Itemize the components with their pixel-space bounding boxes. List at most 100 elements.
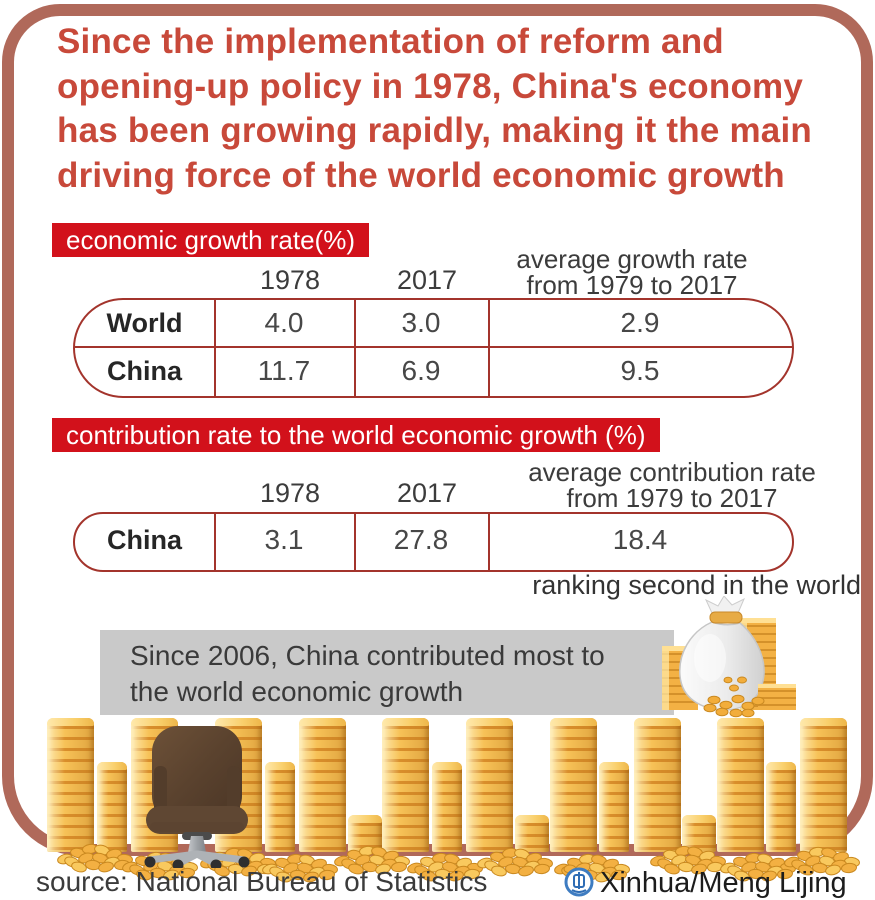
bag-small-coin-stack <box>758 684 796 710</box>
coin-stack <box>299 718 346 852</box>
scattered-coin <box>761 870 777 882</box>
table-divider <box>214 514 216 570</box>
office-chair-illustration <box>144 726 250 868</box>
scattered-coin <box>664 863 680 875</box>
coin-stack <box>466 718 513 852</box>
scattered-coin <box>71 861 87 873</box>
table-divider <box>488 514 490 570</box>
coin-stack <box>47 718 94 852</box>
scattered-coin <box>491 865 507 877</box>
world-2017-value: 3.0 <box>401 307 441 338</box>
row-label-china: China <box>106 525 182 555</box>
scattered-coin <box>179 867 195 879</box>
world-1978-value: 4.0 <box>264 307 304 338</box>
china-1978-value: 11.7 <box>257 355 311 386</box>
xinhua-logo-icon <box>563 864 594 897</box>
coin-stack <box>432 762 462 852</box>
table-divider <box>75 346 792 348</box>
scattered-coin <box>391 861 407 873</box>
bag-tie <box>709 611 743 624</box>
callout-line: the world economic growth <box>130 676 464 707</box>
growth-col-average: average growth rate from 1979 to 2017 <box>482 246 782 298</box>
scattered-coin <box>534 863 550 875</box>
scattered-coins-layer <box>57 843 860 883</box>
money-bag-icon <box>662 596 796 718</box>
chair-arm-right <box>227 766 240 818</box>
table-divider <box>354 300 356 396</box>
growth-table: World 4.0 3.0 2.9 China 11.7 6.9 9.5 <box>73 298 794 398</box>
scattered-coin <box>303 871 319 883</box>
scattered-coin <box>214 865 230 877</box>
china-avg-value: 9.5 <box>620 355 660 386</box>
row-label-china: China <box>106 356 182 386</box>
scattered-coin <box>136 869 152 881</box>
china-2017-value: 6.9 <box>401 355 441 386</box>
scattered-coin <box>375 863 391 875</box>
coin-stack <box>550 718 597 852</box>
scattered-coin <box>691 863 707 875</box>
growth-col-2017: 2017 <box>396 265 458 295</box>
contribution-col-average: average contribution rate from 1979 to 2… <box>502 459 842 511</box>
bag-scattered-coins <box>703 676 765 718</box>
headline-line: opening-up policy in 1978, China's econo… <box>57 66 804 106</box>
scattered-coin <box>798 864 814 876</box>
coin-stack <box>717 718 764 852</box>
chair-casters <box>144 856 250 868</box>
china-contrib-2017-value: 27.8 <box>393 524 449 555</box>
china-contrib-1978-value: 3.1 <box>264 524 304 555</box>
scattered-coin <box>825 864 841 876</box>
scattered-coin <box>595 871 611 883</box>
source-text: source: National Bureau of Statistics <box>36 866 488 897</box>
scattered-coin <box>319 869 335 881</box>
scattered-coin <box>276 871 292 883</box>
chair-seat <box>146 806 248 834</box>
scattered-coin <box>734 870 750 882</box>
coin-stack <box>800 718 847 852</box>
callout-line: Since 2006, China contributed most to <box>130 640 605 671</box>
scattered-coin <box>611 869 627 881</box>
scattered-coin <box>421 870 437 882</box>
contribution-col-2017: 2017 <box>396 478 458 508</box>
avg-header-line: average growth rate <box>516 244 748 274</box>
avg-header-line: average contribution rate <box>528 457 816 487</box>
avg-header-line: from 1979 to 2017 <box>526 270 738 300</box>
growth-col-1978: 1978 <box>259 265 321 295</box>
chair-back <box>152 726 242 822</box>
scattered-coin <box>518 865 534 877</box>
ranking-note: ranking second in the world <box>532 570 861 600</box>
headline: Since the implementation of reform and o… <box>57 20 857 198</box>
callout-box: Since 2006, China contributed most to th… <box>100 630 674 715</box>
avg-header-line: from 1979 to 2017 <box>566 483 778 513</box>
headline-line: has been growing rapidly, making it the … <box>57 111 812 150</box>
scattered-coin <box>448 870 464 882</box>
chair-arm-left <box>154 766 167 818</box>
coin-stack <box>348 815 382 852</box>
coin-stack <box>97 762 127 852</box>
scattered-coin <box>464 868 480 880</box>
table-divider <box>214 300 216 396</box>
bag-crumple-top <box>704 596 745 614</box>
contribution-section-label: contribution rate to the world economic … <box>52 418 660 452</box>
scattered-coin <box>241 865 257 877</box>
chair-legs <box>146 850 248 868</box>
headline-line: Since the implementation of reform and <box>57 22 724 61</box>
scattered-coin <box>777 868 793 880</box>
coin-stack <box>634 718 681 852</box>
scattered-coin <box>98 861 114 873</box>
coin-stack <box>515 815 549 852</box>
world-avg-value: 2.9 <box>620 307 660 338</box>
scattered-coin <box>841 862 857 874</box>
bag-highlight <box>694 634 726 682</box>
table-divider <box>354 514 356 570</box>
coin-stack <box>766 762 796 852</box>
table-divider <box>488 300 490 396</box>
coin-stack <box>382 718 429 852</box>
scattered-coin <box>348 863 364 875</box>
contribution-table: China 3.1 27.8 18.4 <box>73 512 794 572</box>
headline-line: driving force of the world economic grow… <box>57 155 785 195</box>
chair-seat-shadow <box>150 822 244 832</box>
row-label-world: World <box>106 308 183 338</box>
credit-text: Xinhua/Meng Lijing <box>600 867 847 899</box>
coin-stack <box>682 815 716 852</box>
